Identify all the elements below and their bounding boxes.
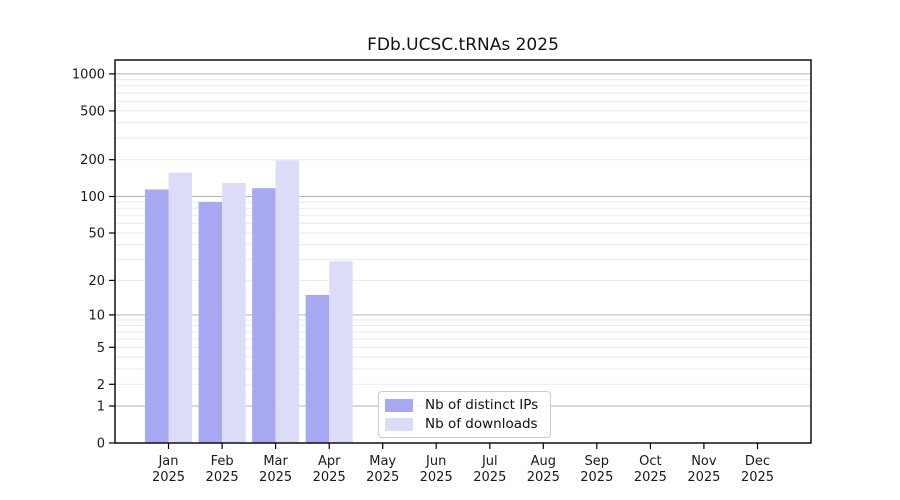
x-tick-label-month: May [369,454,396,469]
x-tick-label-year: 2025 [206,470,239,485]
x-tick-label-month: Jun [425,454,446,469]
x-tick-label-year: 2025 [420,470,453,485]
x-tick-label-month: Sep [585,454,610,469]
x-tick-label-year: 2025 [527,470,560,485]
x-tick-label-year: 2025 [687,470,720,485]
x-tick-label-month: Feb [211,454,234,469]
x-tick-label-year: 2025 [366,470,399,485]
legend-swatch-downloads [385,417,413,431]
legend-entry-downloads: Nb of downloads [385,416,538,432]
x-tick-label-month: Dec [745,454,770,469]
x-tick-label-month: Jan [157,454,178,469]
y-tick-label: 2 [97,378,105,393]
x-tick-label-month: Aug [531,454,556,469]
legend-label-downloads: Nb of downloads [425,416,538,432]
legend-label-distinct-ips: Nb of distinct IPs [425,397,539,413]
x-tick-label-year: 2025 [152,470,185,485]
bar-downloads-mar [275,160,300,443]
x-tick-label-year: 2025 [313,470,346,485]
legend: Nb of distinct IPs Nb of downloads [378,391,552,438]
bar-distinct-ips-mar [252,188,276,443]
y-tick-label: 500 [80,104,105,119]
x-tick-label-year: 2025 [473,470,506,485]
x-tick-label-year: 2025 [634,470,667,485]
y-tick-label: 100 [80,190,105,205]
bar-downloads-jan [168,172,192,443]
x-tick-label-year: 2025 [580,470,613,485]
x-tick-label-month: Nov [691,454,717,469]
y-tick-label: 1 [97,400,105,415]
bar-distinct-ips-apr [305,294,330,443]
bar-downloads-feb [222,183,246,443]
y-tick-label: 50 [88,227,105,242]
plot-frame [114,59,812,444]
y-tick-label: 20 [88,274,105,289]
y-tick-label: 0 [97,437,105,452]
bar-distinct-ips-jan [145,189,169,443]
bar-distinct-ips-feb [198,202,223,443]
y-tick-label: 10 [88,308,105,323]
x-tick-label-month: Jul [481,454,498,469]
x-tick-label-month: Apr [318,454,341,469]
legend-swatch-distinct-ips [385,398,413,412]
x-tick-label-month: Oct [639,454,661,469]
y-tick-label: 200 [80,153,105,168]
y-tick-label: 1000 [72,67,105,82]
bar-downloads-apr [329,261,353,443]
x-tick-label-year: 2025 [259,470,292,485]
x-tick-label-month: Mar [263,454,288,469]
legend-entry-distinct-ips: Nb of distinct IPs [385,397,538,413]
y-tick-label: 5 [97,341,105,356]
x-tick-label-year: 2025 [741,470,774,485]
chart-title: FDb.UCSC.tRNAs 2025 [367,35,559,55]
